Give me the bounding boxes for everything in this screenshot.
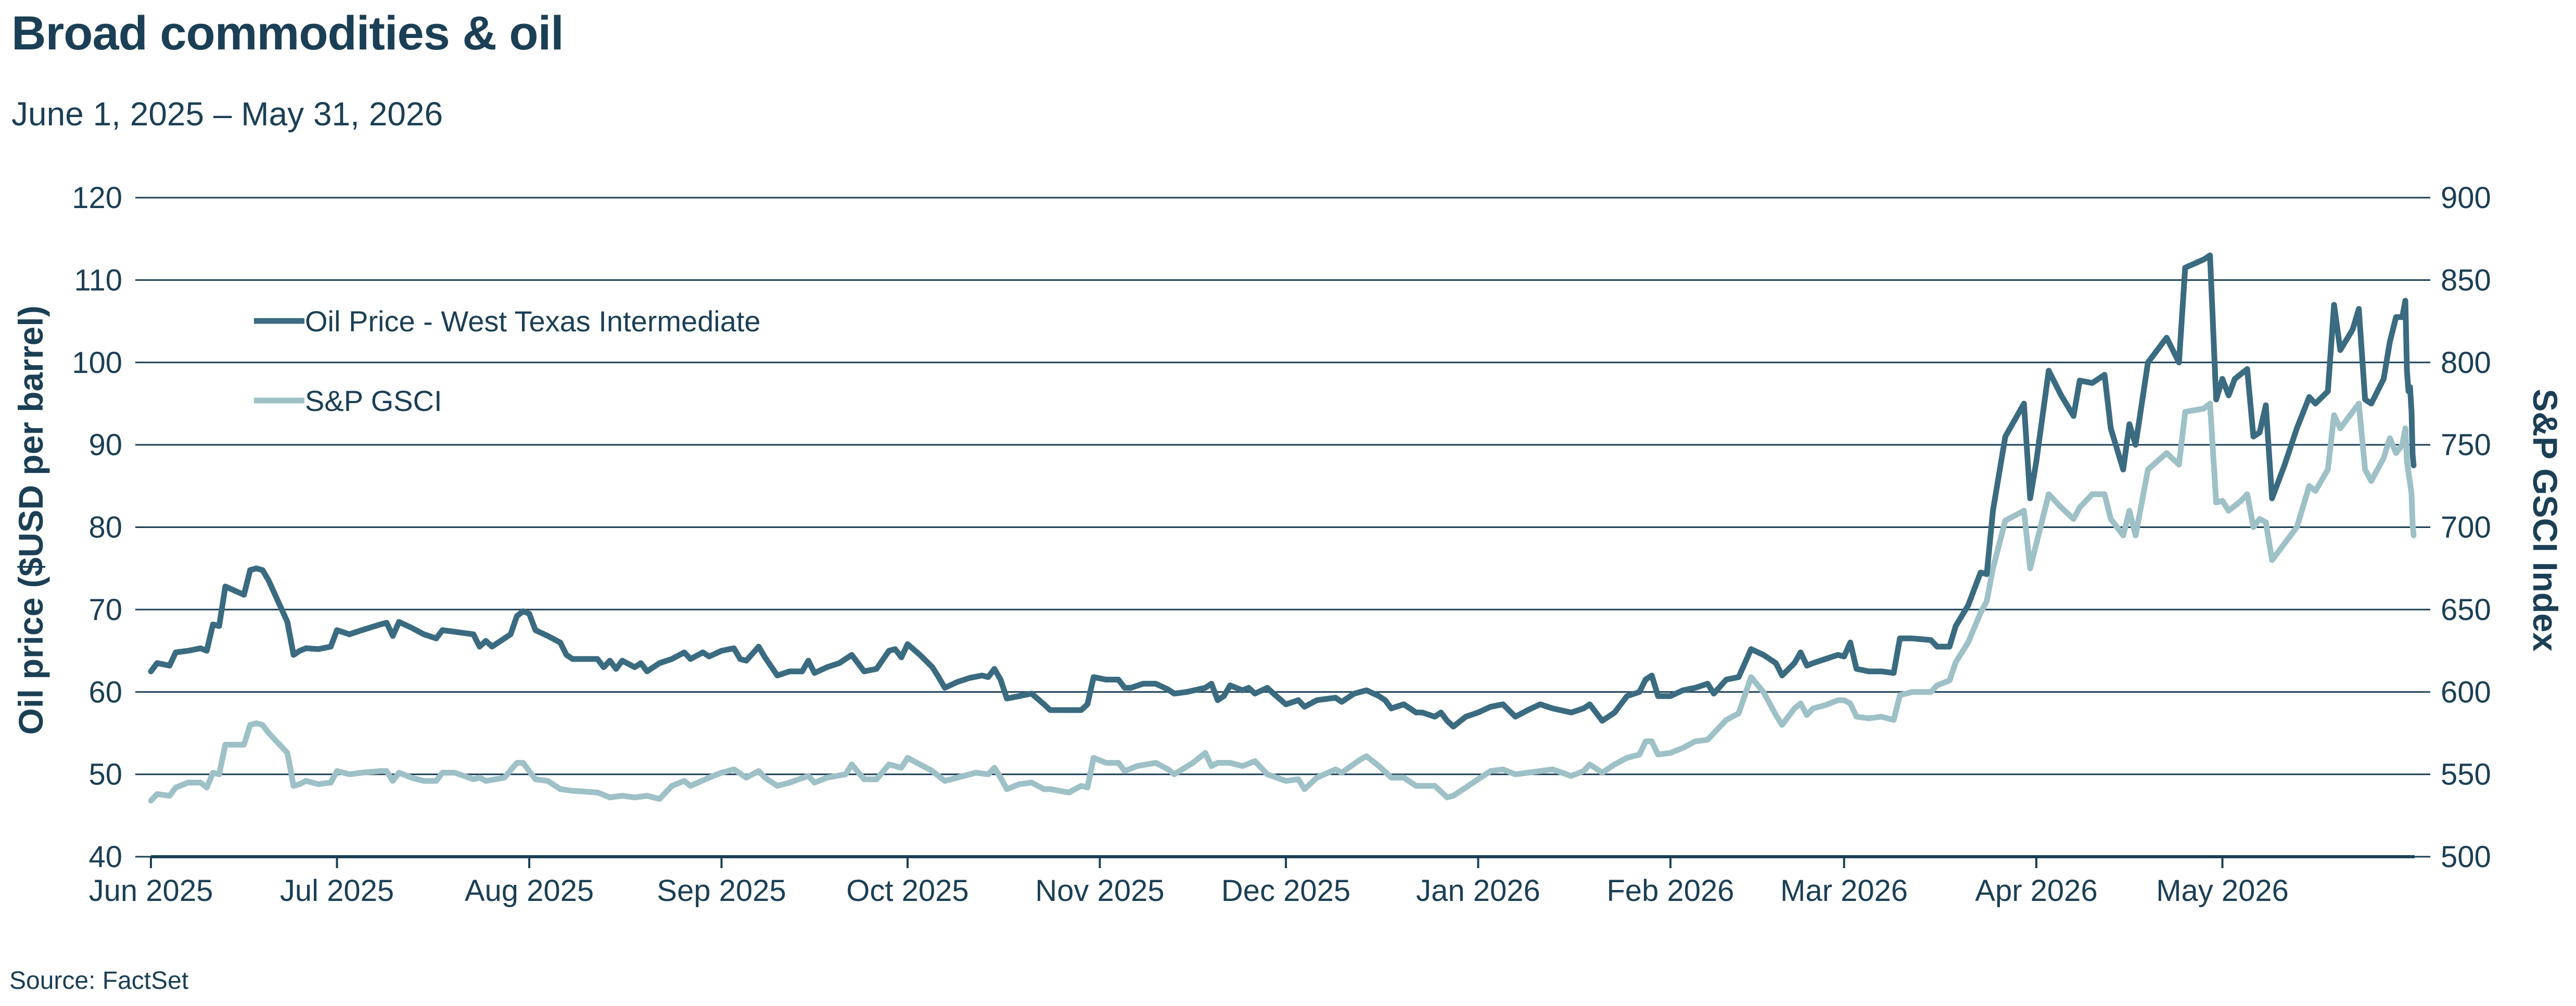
right-axis-title: S&P GSCI Index	[2526, 389, 2565, 652]
legend-label: Oil Price - West Texas Intermediate	[305, 305, 761, 338]
chart-subtitle: June 1, 2025 – May 31, 2026	[11, 95, 443, 133]
x-axis: Jun 2025 Jul 2025 Aug 2025 Sep 2025 Oct 2025…	[89, 857, 2289, 908]
x-tick-label: Jun 2025	[89, 874, 213, 908]
x-tick-label: Jan 2026	[1416, 874, 1540, 908]
x-tick-label: Jul 2025	[280, 874, 394, 908]
left-tick-label: 110	[74, 263, 122, 297]
x-tick-label: May 2026	[2156, 874, 2289, 908]
right-tick-label: 700	[2441, 511, 2491, 545]
left-tick-label: 50	[88, 758, 122, 792]
legend-label: S&P GSCI	[305, 384, 442, 417]
x-tick-label: Nov 2025	[1035, 874, 1164, 908]
right-tick-label: 900	[2441, 181, 2491, 215]
left-tick-label: 120	[72, 181, 122, 215]
left-tick-label: 100	[72, 346, 122, 380]
x-tick-label: Dec 2025	[1221, 874, 1350, 908]
right-tick-label: 850	[2441, 263, 2491, 297]
series-lines	[148, 252, 2417, 804]
x-tick-label: Aug 2025	[465, 874, 594, 908]
chart-title: Broad commodities & oil	[11, 7, 564, 60]
x-tick-label: Oct 2025	[846, 874, 968, 908]
left-axis-title: Oil price ($USD per barrel)	[11, 305, 50, 734]
series-line-wti	[148, 252, 2417, 730]
left-tick-label: 80	[88, 511, 122, 545]
left-tick-label: 90	[88, 428, 122, 462]
left-tick-label: 40	[88, 840, 122, 874]
right-tick-label: 800	[2441, 346, 2491, 380]
right-tick-label: 650	[2441, 593, 2491, 627]
left-tick-label: 70	[88, 593, 122, 627]
right-tick-label: 600	[2441, 675, 2491, 709]
x-tick-label: Sep 2025	[657, 874, 786, 908]
right-axis-ticks: 500 550 600 650 700 750 800 850 900	[2415, 181, 2491, 874]
x-tick-label: Apr 2026	[1975, 874, 2097, 908]
x-tick-label: Feb 2026	[1606, 874, 1734, 908]
source-note: Source: FactSet	[9, 967, 189, 995]
right-tick-label: 500	[2441, 840, 2491, 874]
left-axis-ticks: 40 50 60 70 80 90 100 110 120	[72, 181, 151, 874]
right-tick-label: 750	[2441, 428, 2491, 462]
right-tick-label: 550	[2441, 758, 2491, 792]
left-tick-label: 60	[88, 675, 122, 709]
x-tick-label: Mar 2026	[1780, 874, 1908, 908]
legend: Oil Price - West Texas Intermediate S&P G…	[254, 305, 761, 417]
series-line-gsci	[148, 401, 2417, 804]
grid-lines	[151, 197, 2415, 858]
